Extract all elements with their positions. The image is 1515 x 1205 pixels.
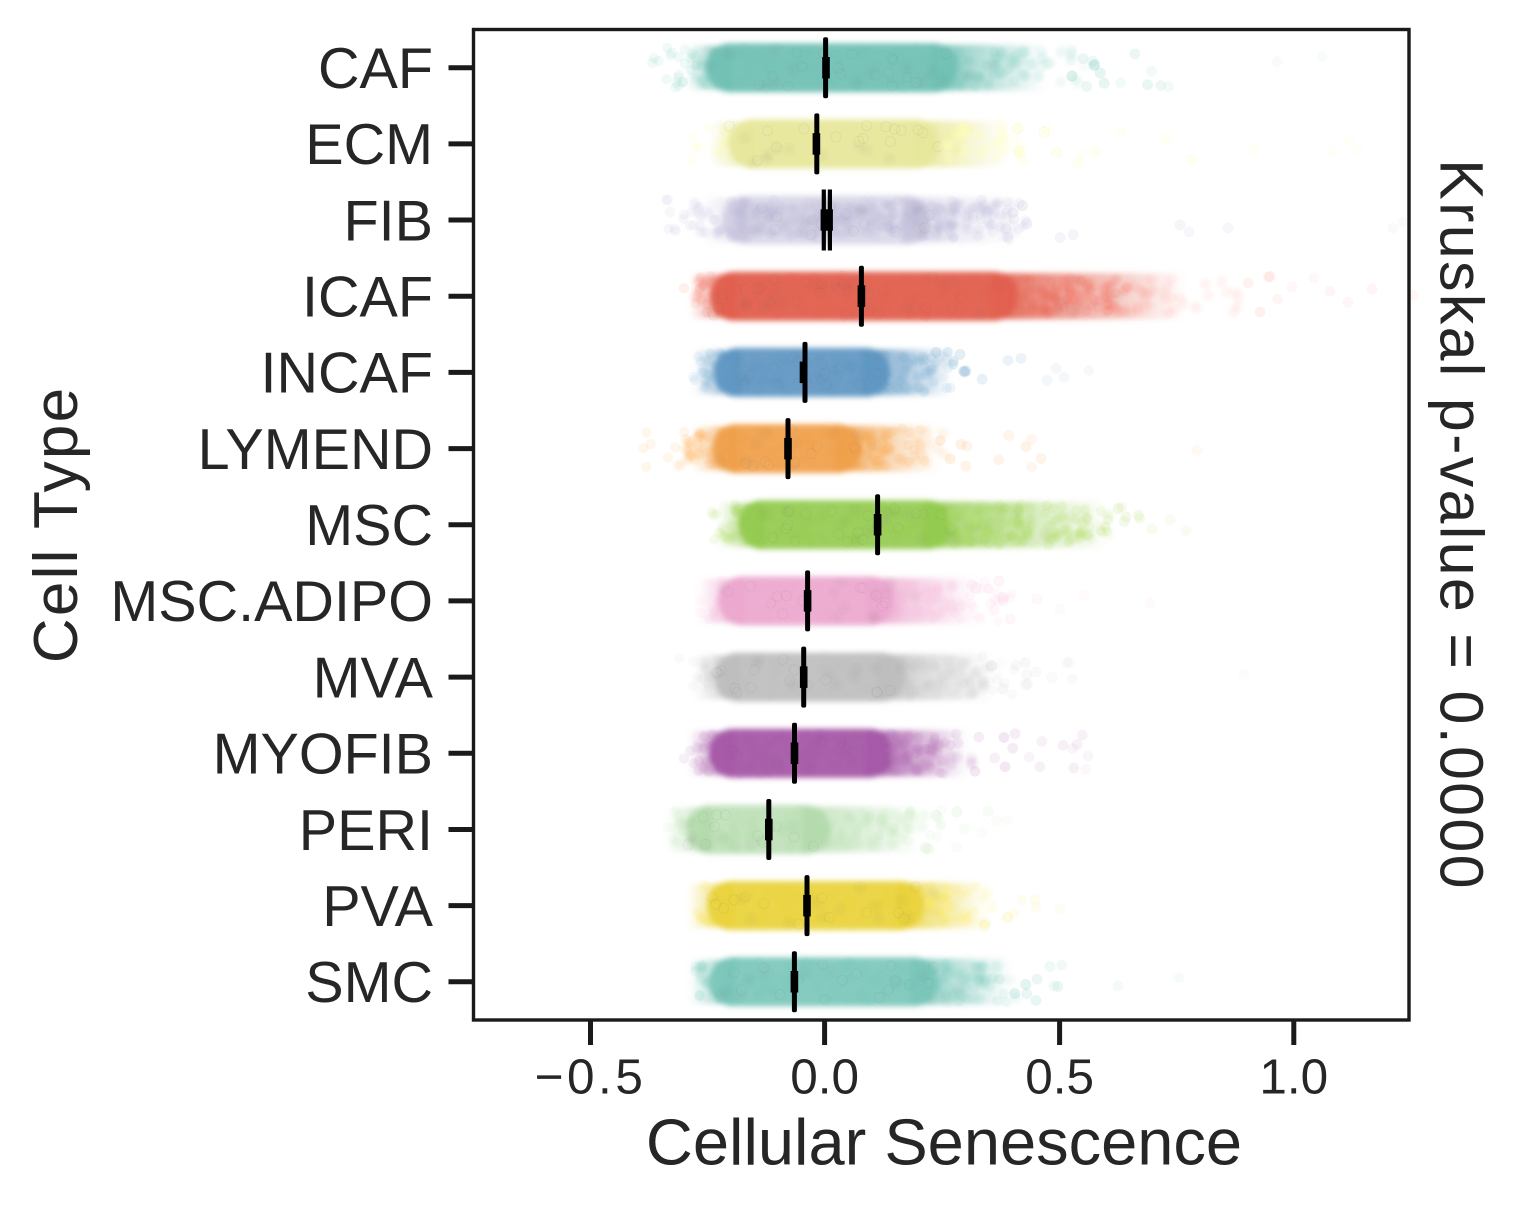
svg-text:MVA: MVA xyxy=(313,646,434,710)
svg-text:LYMEND: LYMEND xyxy=(198,418,433,482)
svg-text:PVA: PVA xyxy=(322,875,433,939)
svg-text:Cellular Senescence: Cellular Senescence xyxy=(646,1106,1242,1179)
svg-text:0.0: 0.0 xyxy=(790,1050,859,1105)
svg-text:MSC: MSC xyxy=(305,494,433,558)
svg-text:Cell Type: Cell Type xyxy=(22,386,91,664)
svg-text:−0.5: −0.5 xyxy=(535,1050,647,1105)
svg-text:ICAF: ICAF xyxy=(302,266,433,330)
svg-text:INCAF: INCAF xyxy=(261,342,434,406)
svg-text:FIB: FIB xyxy=(344,189,433,253)
svg-text:1.0: 1.0 xyxy=(1259,1050,1328,1105)
svg-text:MYOFIB: MYOFIB xyxy=(213,723,433,787)
svg-text:MSC.ADIPO: MSC.ADIPO xyxy=(110,570,433,634)
svg-text:ECM: ECM xyxy=(305,113,433,177)
svg-text:PERI: PERI xyxy=(299,799,433,863)
svg-text:CAF: CAF xyxy=(318,37,433,101)
svg-text:SMC: SMC xyxy=(305,951,433,1015)
svg-text:Kruskal p-value = 0.0000: Kruskal p-value = 0.0000 xyxy=(1427,159,1495,891)
svg-text:0.5: 0.5 xyxy=(1025,1050,1094,1105)
